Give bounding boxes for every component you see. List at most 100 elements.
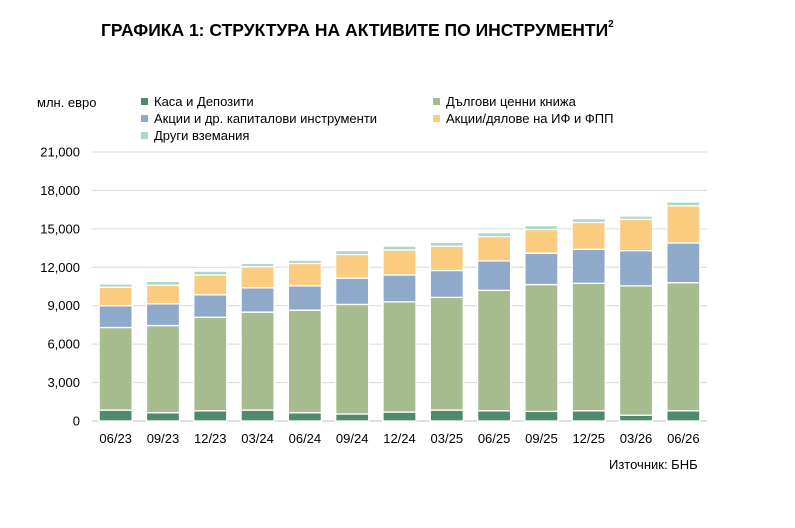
x-tick-label: 03/26: [620, 431, 653, 446]
bar-segment-debt: [145, 324, 181, 414]
bar-segment-equity: [240, 287, 275, 313]
legend-label-equity: Акции и др. капиталови инструменти: [154, 111, 378, 126]
bar-segment-equity: [145, 303, 181, 327]
bar-segment-other: [335, 249, 370, 256]
bar-segment-other: [429, 241, 464, 247]
bar-segment-debt: [476, 289, 512, 412]
x-tick-label: 09/23: [147, 431, 180, 446]
legend-item-other: Други вземания: [141, 128, 249, 143]
bar-segment-debt: [429, 296, 464, 411]
x-tick-label: 06/23: [99, 431, 132, 446]
x-tick-label: 09/25: [525, 431, 558, 446]
bar-segment-funds: [240, 265, 275, 289]
bar-segment-funds: [382, 249, 417, 276]
bar-segment-debt: [524, 283, 559, 413]
y-tick-label: 21,000: [40, 145, 80, 160]
bar-segment-debt: [193, 316, 228, 412]
x-tick-label: 06/24: [289, 431, 322, 446]
y-tick-label: 18,000: [40, 183, 80, 198]
bar-segment-funds: [193, 274, 228, 296]
legend-swatch-cash: [141, 98, 148, 105]
bar-segment-funds: [335, 253, 370, 279]
bar-segment-equity: [193, 294, 228, 318]
x-tick-label: 06/26: [667, 431, 700, 446]
bar-segment-funds: [524, 228, 559, 254]
x-tick-label: 06/25: [478, 431, 511, 446]
bar-segment-equity: [476, 260, 512, 291]
bar-segment-debt: [240, 311, 275, 411]
legend-swatch-funds: [433, 115, 440, 122]
bar-segment-funds: [476, 235, 512, 262]
bar-segment-cash: [193, 410, 228, 422]
bar-segment-other: [98, 283, 133, 288]
legend-swatch-debt: [433, 98, 440, 105]
bar-segment-cash: [429, 409, 464, 422]
bar-segment-cash: [666, 410, 701, 422]
bar-segment-funds: [98, 286, 133, 307]
bar-segment-equity: [571, 248, 606, 284]
bar-segment-funds: [145, 284, 181, 305]
bar-segment-equity: [524, 252, 559, 286]
chart-title: ГРАФИКА 1: СТРУКТУРА НА АКТИВИТЕ ПО ИНСТ…: [101, 19, 614, 40]
x-tick-label: 12/24: [383, 431, 416, 446]
bar-segment-equity: [382, 274, 417, 303]
bar-segment-cash: [98, 409, 133, 422]
legend-label-debt: Дългови ценни книжа: [446, 94, 576, 109]
x-tick-label: 09/24: [336, 431, 369, 446]
bar-segment-cash: [287, 412, 323, 422]
y-tick-label: 9,000: [47, 298, 80, 313]
legend-item-funds: Акции/дялове на ИФ и ФПП: [433, 111, 613, 126]
bar-segment-cash: [240, 409, 275, 422]
y-tick-label: 3,000: [47, 375, 80, 390]
bar-segment-equity: [666, 242, 701, 284]
y-tick-label: 6,000: [47, 337, 80, 352]
bar-segment-debt: [618, 285, 654, 416]
bar-segment-debt: [98, 326, 133, 411]
bar-segment-funds: [571, 221, 606, 251]
bar-segment-equity: [618, 249, 654, 287]
bar-segment-funds: [287, 262, 323, 287]
legend-label-other: Други вземания: [154, 128, 250, 143]
legend-label-funds: Акции/дялове на ИФ и ФПП: [446, 111, 614, 126]
bar-segment-cash: [335, 413, 370, 422]
bar-segment-cash: [145, 412, 181, 422]
legend-swatch-other: [141, 132, 148, 139]
bar-segment-other: [145, 280, 181, 286]
legend-label-cash: Каса и Депозити: [154, 94, 254, 109]
bar-segment-other: [571, 217, 606, 224]
bar-segment-other: [193, 270, 228, 276]
bar-segment-equity: [335, 277, 370, 306]
x-tick-label: 03/24: [241, 431, 274, 446]
bar-segment-funds: [666, 205, 701, 244]
y-tick-label: 15,000: [40, 221, 80, 236]
bar-segment-cash: [571, 410, 606, 422]
bar-segment-cash: [618, 414, 654, 422]
bar-segment-other: [382, 245, 417, 251]
x-tick-label: 12/23: [194, 431, 227, 446]
bar-segment-other: [666, 201, 701, 207]
bar-segment-funds: [618, 218, 654, 252]
bar-segment-cash: [476, 410, 512, 422]
legend-item-debt: Дългови ценни книжа: [433, 94, 576, 109]
y-tick-label: 0: [73, 414, 80, 429]
source-note: Източник: БНБ: [609, 457, 698, 472]
bar-segment-funds: [429, 245, 464, 272]
bar-segment-cash: [524, 410, 559, 422]
bar-segment-debt: [287, 309, 323, 414]
bar-segment-equity: [287, 285, 323, 311]
bar-segment-debt: [335, 303, 370, 415]
legend-item-cash: Каса и Депозити: [141, 94, 254, 109]
bar-segment-cash: [382, 411, 417, 422]
y-axis-unit-label: млн. евро: [37, 95, 97, 110]
bar-segment-other: [618, 215, 654, 220]
bar-segment-debt: [571, 282, 606, 412]
bar-segment-other: [240, 262, 275, 268]
bar-segment-debt: [382, 301, 417, 413]
x-tick-label: 03/25: [431, 431, 464, 446]
title-footnote-marker: 2: [608, 19, 614, 31]
bar-segment-debt: [666, 282, 701, 412]
bar-segment-other: [524, 225, 559, 231]
bar-segment-other: [476, 232, 512, 238]
bar-segment-equity: [429, 269, 464, 299]
